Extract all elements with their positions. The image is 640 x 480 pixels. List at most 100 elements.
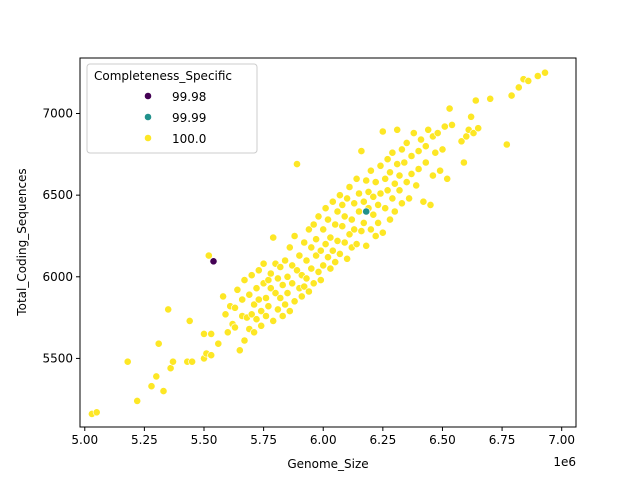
y-axis-label: Total_Coding_Sequences [15, 168, 29, 316]
x-tick-label: 5.75 [250, 433, 277, 447]
data-point [397, 199, 406, 208]
data-point [524, 77, 533, 85]
data-point [252, 315, 261, 324]
data-point [381, 204, 390, 213]
data-point [271, 289, 280, 297]
data-point [314, 267, 323, 276]
data-point [340, 212, 349, 221]
data-point [207, 329, 216, 338]
legend-label: 99.99 [172, 111, 206, 125]
data-point [273, 305, 282, 314]
x-tick-label: 6.25 [369, 433, 396, 447]
legend-marker [144, 92, 152, 100]
data-point [335, 249, 344, 258]
data-point [333, 207, 342, 216]
data-point [250, 300, 258, 309]
data-point [266, 269, 275, 278]
data-point [223, 328, 232, 337]
data-point [290, 232, 299, 240]
data-point [235, 346, 244, 355]
data-point [321, 204, 330, 213]
data-point [359, 218, 368, 227]
data-point [343, 194, 351, 203]
x-tick-label: 6.75 [489, 433, 516, 447]
data-point [293, 266, 301, 275]
legend: Completeness_Specific 99.98 99.99 100.0 [86, 63, 258, 154]
data-point [426, 200, 435, 209]
data-point [386, 168, 394, 177]
data-point [345, 230, 354, 239]
data-point [390, 179, 399, 188]
data-point [185, 316, 194, 325]
data-point [250, 328, 258, 337]
data-point [378, 127, 387, 136]
data-point [366, 166, 375, 175]
data-point [92, 408, 101, 417]
data-point [343, 254, 351, 263]
data-point [335, 191, 344, 200]
data-point [374, 218, 382, 227]
data-point [414, 147, 423, 155]
data-point [417, 135, 425, 144]
data-point [502, 140, 511, 149]
data-point [324, 253, 332, 262]
x-tick-label: 5.00 [71, 433, 98, 447]
data-point [359, 197, 368, 206]
data-point [395, 186, 404, 195]
data-point [362, 176, 371, 185]
data-point [331, 220, 340, 229]
data-point [393, 160, 402, 168]
data-point [297, 292, 306, 301]
data-point [395, 171, 404, 180]
data-point [164, 305, 173, 314]
data-point [362, 207, 371, 216]
y-axis-ticks: 5500 6000 6500 7000 [42, 107, 80, 365]
data-point [240, 276, 249, 284]
data-point [309, 220, 318, 229]
data-point [276, 263, 285, 271]
data-point [273, 274, 282, 283]
x-tick-label: 7.00 [548, 433, 575, 447]
data-point [319, 225, 328, 234]
data-point [293, 160, 301, 168]
data-point [281, 256, 289, 265]
data-point [285, 307, 294, 315]
data-point [514, 83, 523, 92]
data-point [254, 266, 263, 275]
data-point [383, 186, 392, 195]
data-point [381, 174, 390, 183]
data-point [288, 261, 297, 270]
data-point [324, 215, 332, 224]
data-point [257, 321, 266, 330]
data-point [262, 312, 270, 320]
x-axis-ticks: 5.00 5.25 5.50 5.75 6.00 6.25 6.50 6.75 7.00 [71, 427, 575, 447]
data-point [316, 276, 325, 284]
data-point [402, 138, 411, 147]
data-point [407, 152, 416, 160]
data-point [431, 148, 440, 157]
data-point [288, 279, 297, 288]
data-point [123, 357, 132, 366]
data-point [457, 137, 466, 146]
data-point [326, 233, 335, 242]
data-point [247, 271, 256, 280]
x-tick-label: 5.25 [131, 433, 158, 447]
data-point [278, 281, 287, 289]
data-point [166, 364, 175, 373]
plot-frame [79, 57, 577, 428]
data-point [154, 339, 163, 348]
data-point [402, 178, 411, 186]
data-point [366, 225, 375, 234]
data-point [312, 235, 320, 244]
data-point [328, 246, 337, 255]
data-point [307, 264, 316, 273]
data-point [340, 238, 349, 247]
data-point [285, 243, 294, 252]
data-point [247, 310, 256, 319]
data-point [357, 227, 366, 235]
data-point [302, 256, 311, 265]
data-point [388, 148, 397, 157]
data-point [152, 372, 161, 381]
data-point [309, 279, 318, 288]
data-point [295, 251, 304, 260]
